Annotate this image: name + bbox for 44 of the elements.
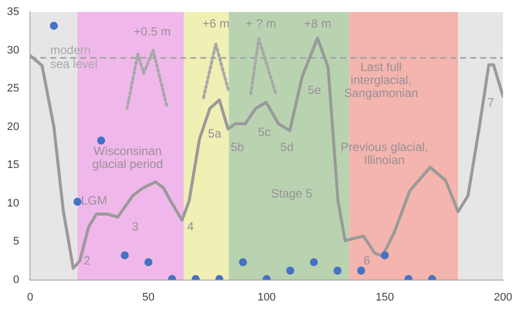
y-tick-label: 5 (13, 236, 20, 248)
annotation: 4 (187, 219, 194, 234)
annotation: +0.5 m (134, 24, 171, 38)
annotation: +8 m (304, 16, 332, 30)
annotation: 3 (132, 219, 139, 234)
x-tick-label: 200 (494, 291, 512, 304)
y-tick-label: 30 (6, 44, 20, 56)
point (97, 136, 106, 145)
point (120, 251, 129, 260)
annotation: 5e (308, 83, 322, 98)
annotation: 7 (487, 95, 494, 110)
point (74, 198, 82, 206)
annotation: +6 m (202, 16, 230, 30)
point (144, 258, 152, 266)
annotation: Stage 5 (270, 186, 313, 200)
x-tick-label: 150 (376, 291, 394, 304)
y-tick-label: 25 (6, 82, 20, 95)
point (50, 22, 58, 30)
annotation: 5d (280, 140, 294, 154)
point (357, 266, 366, 275)
annotation: Previous glacial, Illinoian (340, 140, 428, 168)
annotation: 5b (230, 140, 244, 154)
annotation: 5c (258, 125, 271, 140)
x-tick-label: 100 (257, 291, 276, 304)
annotation: 2 (84, 254, 91, 268)
annotation: Wisconsinan glacial period (92, 144, 163, 172)
point (310, 258, 318, 266)
point (380, 251, 389, 260)
annotation: 6 (364, 254, 370, 268)
y-tick-label: 10 (6, 197, 20, 210)
annotation: LGM (81, 193, 108, 208)
y-tick-label: 0 (13, 274, 20, 286)
y-tick-label: 15 (6, 159, 20, 172)
ref-line-label: modern sea level (50, 43, 98, 72)
annotation: Last full interglacial, Sangamonian (344, 60, 418, 100)
point (334, 266, 342, 275)
annotation: 5a (208, 126, 222, 141)
point (286, 266, 294, 275)
y-tick-label: 20 (6, 120, 20, 133)
x-tick-label: 0 (27, 291, 34, 304)
y-tick-label: 35 (6, 6, 20, 18)
annotation: + ? m (246, 16, 276, 30)
point (238, 258, 247, 266)
x-tick-label: 50 (142, 291, 155, 304)
